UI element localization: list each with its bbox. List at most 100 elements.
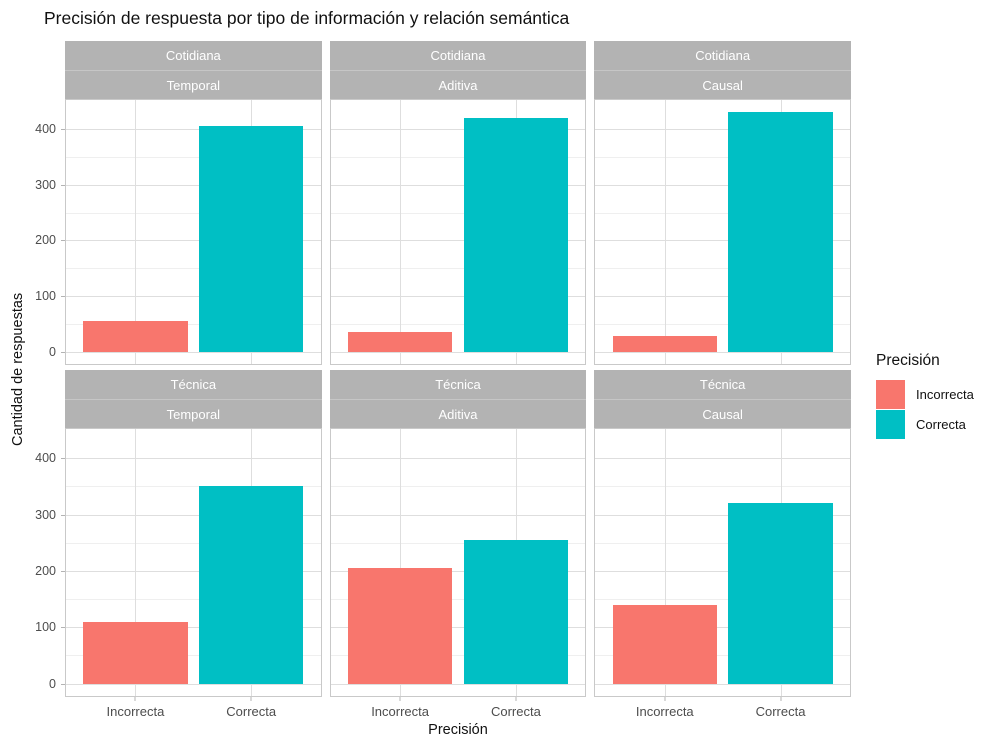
gridline-major [330, 458, 586, 460]
plot-area: 0 100 200 300 400 [35, 99, 322, 365]
x-tick-label: Correcta [226, 704, 277, 719]
facet-strip-row-label: Cotidiana [329, 41, 587, 70]
y-tick-label: 100 [35, 620, 56, 635]
gridline-minor [330, 486, 586, 488]
legend: Precisión Incorrecta Correcta [876, 352, 974, 439]
y-tick-mark [61, 240, 65, 242]
x-tick-mark [134, 697, 136, 701]
gridline-major [66, 296, 321, 298]
gridline-major [66, 240, 321, 242]
gridline-major [330, 240, 586, 242]
gridline-major [330, 683, 586, 685]
gridline-minor [66, 212, 321, 214]
gridline-major [595, 683, 850, 685]
y-tick-mark [61, 184, 65, 186]
gridline-major [595, 627, 850, 629]
y-tick-label: 300 [35, 177, 56, 192]
gridline-major [66, 627, 321, 629]
gridline-vertical [135, 100, 137, 364]
bar-incorrecta [612, 604, 717, 684]
gridline-vertical [135, 429, 137, 696]
bar-correcta [728, 503, 833, 684]
gridline-vertical [400, 100, 402, 364]
y-tick-mark [61, 128, 65, 130]
y-tick-mark [61, 351, 65, 353]
gridline-vertical [664, 100, 666, 364]
gridline-minor [595, 486, 850, 488]
gridline-minor [66, 542, 321, 544]
y-tick-label: 200 [35, 233, 56, 248]
gridline-minor [66, 268, 321, 270]
y-tick-label: 0 [49, 344, 56, 359]
gridline-minor [595, 323, 850, 325]
y-tick-mark [61, 627, 65, 629]
gridline-major [595, 458, 850, 460]
facet-strip-col-label: Aditiva [329, 70, 587, 99]
y-tick-label: 100 [35, 289, 56, 304]
facet-panel: Cotidiana Temporal 0 100 200 300 400 [35, 41, 322, 365]
gridline-minor [595, 655, 850, 657]
bar-incorrecta [348, 332, 453, 352]
bar-correcta [199, 486, 304, 684]
bar-correcta [463, 539, 568, 684]
facet-strip: Técnica Aditiva [329, 370, 587, 428]
facet-panel: Técnica Causal Incorrecta Correcta [594, 370, 851, 719]
gridline-major [595, 296, 850, 298]
gridline-major [330, 570, 586, 572]
gridline-minor [330, 156, 586, 158]
legend-swatch-incorrecta [876, 379, 905, 409]
x-tick-label: Correcta [490, 704, 541, 719]
gridline-major [66, 683, 321, 685]
bar-incorrecta [612, 336, 717, 352]
legend-swatch-correcta [876, 409, 905, 439]
gridline-major [66, 514, 321, 516]
x-tick-label: Incorrecta [371, 704, 429, 719]
facet-strip-col-label: Temporal [65, 399, 322, 428]
facet-strip: Técnica Temporal [65, 370, 322, 428]
x-tick-label: Incorrecta [635, 704, 694, 719]
gridline-minor [330, 212, 586, 214]
bar-incorrecta [83, 321, 188, 352]
facet-strip-col-label: Aditiva [329, 399, 587, 428]
gridline-major [66, 458, 321, 460]
bar-correcta [199, 126, 304, 352]
facet-strip-col-label: Causal [594, 70, 851, 99]
facet-panel: Técnica Aditiva Incorrecta Correcta [329, 370, 587, 719]
gridline-minor [595, 212, 850, 214]
gridline-minor [330, 599, 586, 601]
gridline-minor [595, 599, 850, 601]
x-tick-mark [664, 697, 666, 701]
plot-area [329, 99, 587, 365]
x-tick-label: Correcta [755, 704, 806, 719]
gridline-major [330, 514, 586, 516]
bar-incorrecta [348, 568, 453, 684]
gridline-major [66, 570, 321, 572]
facet-strip-row-label: Cotidiana [65, 41, 322, 70]
gridline-major [330, 627, 586, 629]
y-tick-label: 200 [35, 563, 56, 578]
y-tick-label: 400 [35, 121, 56, 136]
facet-strip: Cotidiana Causal [594, 41, 851, 99]
y-tick-label: 400 [35, 451, 56, 466]
bar-incorrecta [83, 621, 188, 684]
facet-strip: Cotidiana Aditiva [329, 41, 587, 99]
gridline-major [595, 240, 850, 242]
bar-correcta [463, 117, 568, 352]
y-tick-mark [61, 296, 65, 298]
y-tick-label: 0 [49, 676, 56, 691]
legend-item-label: Correcta [916, 416, 966, 432]
gridline-minor [595, 156, 850, 158]
y-tick-mark [61, 570, 65, 572]
y-tick-label: 300 [35, 507, 56, 522]
gridline-major [595, 514, 850, 516]
facet-strip-col-label: Causal [594, 399, 851, 428]
gridline-major [330, 296, 586, 298]
facet-panel: Cotidiana Causal [594, 41, 851, 365]
y-tick-mark [61, 683, 65, 685]
facet-panel: Cotidiana Aditiva [329, 41, 587, 365]
plot-area: 0 100 200 300 400 Incorrecta Correcta [35, 428, 322, 719]
facet-strip-row-label: Técnica [65, 370, 322, 399]
facet-strip-row-label: Técnica [329, 370, 587, 399]
plot-area: Incorrecta Correcta [594, 428, 851, 719]
